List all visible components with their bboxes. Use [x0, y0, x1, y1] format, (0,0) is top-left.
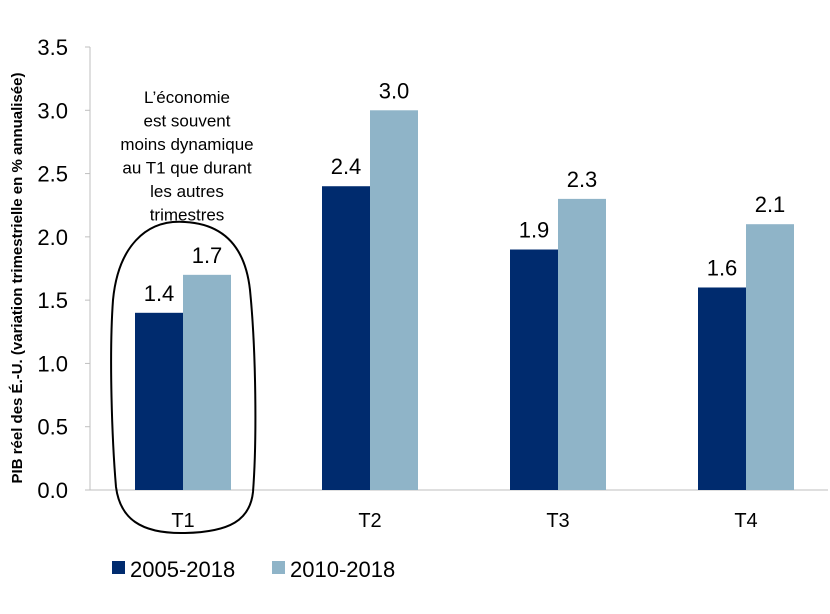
x-tick-label: T4	[734, 510, 757, 532]
data-label: 1.9	[519, 218, 550, 243]
annotation-line: L’économie	[144, 88, 230, 107]
x-tick-label: T1	[171, 510, 194, 532]
data-label: 2.3	[567, 167, 598, 192]
data-label: 2.1	[755, 192, 786, 217]
bar	[183, 274, 231, 490]
y-tick-label: 2.5	[37, 162, 68, 187]
annotation-line: moins dynamique	[120, 135, 253, 154]
bar	[558, 198, 606, 490]
data-label: 1.4	[144, 281, 175, 306]
y-tick-label: 1.0	[37, 351, 68, 376]
bar	[322, 186, 370, 490]
data-label: 1.6	[707, 255, 738, 280]
legend-swatch	[272, 561, 285, 574]
legend-swatch	[112, 561, 125, 574]
y-tick-label: 0.5	[37, 415, 68, 440]
y-axis: 0.0 0.5 1.0 1.5 2.0 2.5 3.0 3.5	[37, 35, 91, 503]
y-tick-label: 2.0	[37, 225, 68, 250]
y-tick-label: 1.5	[37, 288, 68, 313]
data-label: 3.0	[379, 78, 410, 103]
annotation-line: trimestres	[150, 206, 225, 225]
legend-label: 2010-2018	[290, 557, 395, 582]
y-axis-title: PIB réel des É.-U. (variation trimestrie…	[9, 73, 26, 484]
annotation-line: les autres	[150, 182, 224, 201]
highlight-outline	[110, 220, 257, 535]
bar	[698, 287, 746, 490]
bars	[135, 110, 794, 491]
data-labels: 1.4 2.4 1.9 1.6 1.7 3.0 2.3 2.1	[144, 78, 786, 306]
x-tick-label: T2	[358, 510, 381, 532]
y-tick-label: 3.5	[37, 35, 68, 60]
x-axis: T1 T2 T3 T4	[90, 489, 828, 532]
bar	[746, 224, 794, 490]
legend: 2005-2018 2010-2018	[112, 557, 395, 582]
annotation-line: est souvent	[144, 112, 231, 131]
bar	[135, 312, 183, 490]
annotation: L’économie est souvent moins dynamique au T…	[110, 88, 257, 535]
x-tick-label: T3	[546, 510, 569, 532]
y-tick-label: 0.0	[37, 478, 68, 503]
y-tick-label: 3.0	[37, 98, 68, 123]
legend-label: 2005-2018	[130, 557, 235, 582]
annotation-line: au T1 que durant	[122, 159, 251, 178]
bar	[370, 110, 418, 491]
data-label: 1.7	[192, 243, 223, 268]
bar	[510, 249, 558, 490]
data-label: 2.4	[331, 154, 362, 179]
